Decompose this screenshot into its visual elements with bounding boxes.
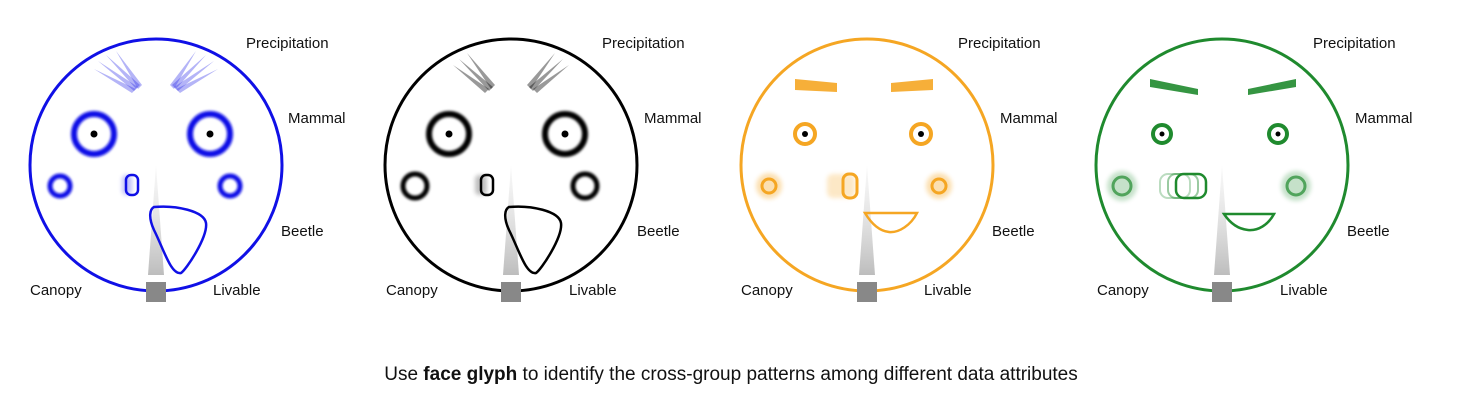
label-canopy: Canopy — [386, 282, 438, 299]
nose — [859, 165, 875, 275]
face-3-labels: Precipitation Mammal Beetle Canopy Livab… — [741, 35, 1058, 299]
nose — [503, 165, 519, 275]
face-glyph-diagram: Precipitation Mammal Beetle Canopy Livab… — [28, 35, 1413, 302]
nose-base — [501, 282, 521, 302]
eyebrow-right — [891, 79, 933, 92]
eye-right — [1267, 123, 1289, 145]
face-4-labels: Precipitation Mammal Beetle Canopy Livab… — [1097, 35, 1413, 299]
face-1-labels: Precipitation Mammal Beetle Canopy Livab… — [30, 35, 346, 299]
eyebrow-left — [453, 53, 495, 93]
label-beetle: Beetle — [1347, 223, 1390, 240]
caption-prefix: Use — [384, 364, 424, 385]
cheek-right — [926, 173, 952, 199]
nose-base — [146, 282, 166, 302]
cheek-right — [1281, 171, 1311, 201]
mouth-inner — [827, 172, 859, 200]
face-2-labels: Precipitation Mammal Beetle Canopy Livab… — [386, 35, 702, 299]
label-precipitation: Precipitation — [246, 35, 329, 52]
label-canopy: Canopy — [1097, 282, 1149, 299]
label-mammal: Mammal — [288, 110, 346, 127]
label-mammal: Mammal — [1355, 110, 1413, 127]
label-beetle: Beetle — [637, 223, 680, 240]
caption-bold: face glyph — [423, 364, 518, 385]
eyebrow-left — [94, 51, 142, 93]
label-precipitation: Precipitation — [602, 35, 685, 52]
label-precipitation: Precipitation — [958, 35, 1041, 52]
cheek-left — [47, 173, 73, 199]
cheek-left — [1107, 171, 1137, 201]
cheek-left — [756, 173, 782, 199]
label-canopy: Canopy — [30, 282, 82, 299]
mouth — [504, 205, 563, 275]
eye-right — [542, 111, 588, 157]
label-canopy: Canopy — [741, 282, 793, 299]
nose — [148, 165, 164, 275]
nose — [1214, 165, 1230, 275]
eyebrow-left — [795, 79, 837, 92]
eyebrow-left — [1150, 79, 1198, 95]
face-glyph-3 — [739, 37, 995, 302]
nose-base — [1212, 282, 1232, 302]
mouth-inner — [1159, 172, 1208, 200]
label-livable: Livable — [924, 282, 972, 299]
eye-left — [1151, 123, 1173, 145]
face-glyph-2 — [383, 37, 639, 302]
label-beetle: Beetle — [281, 223, 324, 240]
eye-left — [793, 122, 817, 146]
label-mammal: Mammal — [644, 110, 702, 127]
eyebrow-right — [1248, 79, 1296, 95]
face-glyph-4 — [1094, 37, 1350, 302]
mouth-inner — [122, 173, 140, 197]
label-precipitation: Precipitation — [1313, 35, 1396, 52]
cheek-right — [217, 173, 243, 199]
eye-right — [187, 111, 233, 157]
caption-suffix: to identify the cross-group patterns amo… — [517, 364, 1078, 385]
eye-right — [909, 122, 933, 146]
eyebrow-right — [170, 51, 218, 93]
label-livable: Livable — [213, 282, 261, 299]
caption: Use face glyph to identify the cross-gro… — [0, 364, 1462, 386]
mouth-inner — [475, 173, 495, 197]
cheek-right — [570, 171, 600, 201]
face-glyph-1 — [28, 37, 284, 302]
label-beetle: Beetle — [992, 223, 1035, 240]
eye-left — [71, 111, 117, 157]
label-livable: Livable — [1280, 282, 1328, 299]
label-mammal: Mammal — [1000, 110, 1058, 127]
eyebrow-right — [527, 53, 569, 93]
eye-left — [426, 111, 472, 157]
mouth — [1221, 212, 1277, 232]
mouth — [149, 205, 208, 275]
nose-base — [857, 282, 877, 302]
label-livable: Livable — [569, 282, 617, 299]
cheek-left — [400, 171, 430, 201]
mouth — [862, 211, 920, 234]
